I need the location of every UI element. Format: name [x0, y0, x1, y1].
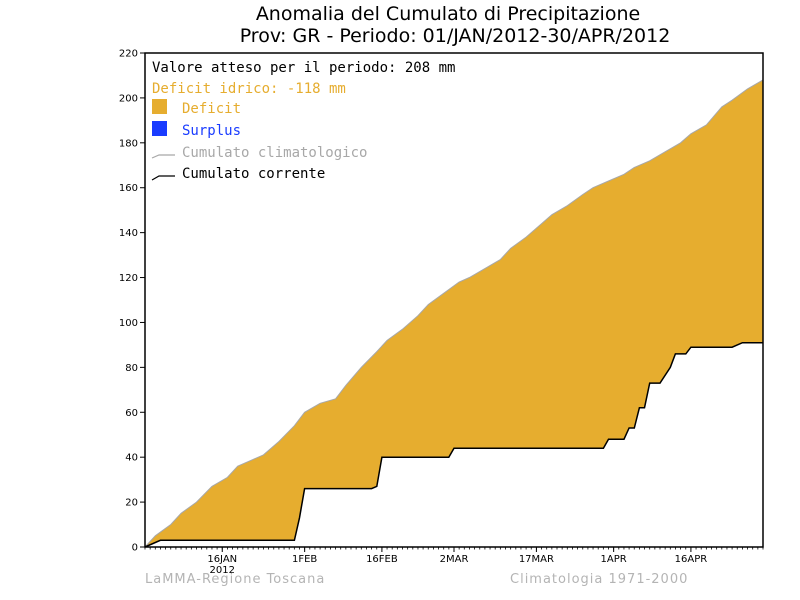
legend-climatological-line: [151, 154, 175, 159]
legend-current-line: [151, 175, 175, 181]
x-tick-label: 1APR: [601, 554, 627, 565]
y-tick-label: 40: [125, 453, 138, 464]
legend-expected-value: Valore atteso per il periodo: 208 mm: [152, 60, 455, 76]
y-axis: 0 20 40 60 80 100 120 140 160 180 200 220: [119, 49, 145, 554]
x-tick-year-label: 2012: [210, 565, 235, 576]
deficit-area: [145, 79, 763, 548]
legend-deficit-label: Deficit: [182, 101, 241, 117]
y-tick-label: 120: [119, 273, 138, 284]
legend-deficit-swatch: [152, 99, 167, 114]
y-tick-label: 140: [119, 228, 138, 239]
legend-surplus-label: Surplus: [182, 123, 241, 139]
x-tick-label: 16JAN: [207, 554, 237, 565]
x-tick-label: 17MAR: [519, 554, 554, 565]
legend-deficit-value: Deficit idrico: -118 mm: [152, 81, 346, 97]
y-tick-label: 160: [119, 183, 138, 194]
chart-title: Anomalia del Cumulato di Precipitazione: [256, 3, 640, 25]
x-tick-label: 16APR: [675, 554, 708, 565]
legend-current-label: Cumulato corrente: [182, 166, 325, 182]
y-tick-label: 100: [119, 318, 138, 329]
y-tick-label: 220: [119, 49, 138, 60]
legend-surplus-swatch: [152, 121, 167, 136]
footer-source: LaMMA-Regione Toscana: [145, 572, 325, 587]
plot-area: [144, 79, 764, 548]
y-tick-label: 60: [125, 408, 138, 419]
y-tick-label: 0: [132, 543, 138, 554]
y-tick-label: 180: [119, 138, 138, 149]
climatological-line: [144, 79, 764, 548]
current-line: [144, 341, 763, 548]
y-tick-label: 80: [125, 363, 138, 374]
legend: Valore atteso per il periodo: 208 mm Def…: [151, 60, 455, 182]
chart-subtitle: Prov: GR - Periodo: 01/JAN/2012-30/APR/2…: [240, 25, 671, 47]
footer-climatology: Climatologia 1971-2000: [510, 572, 688, 587]
legend-climatological-label: Cumulato climatologico: [182, 145, 367, 161]
x-tick-label: 2MAR: [440, 554, 469, 565]
x-tick-label: 16FEB: [366, 554, 398, 565]
y-tick-label: 20: [125, 498, 138, 509]
x-tick-label: 1FEB: [292, 554, 317, 565]
y-tick-label: 200: [119, 93, 138, 104]
